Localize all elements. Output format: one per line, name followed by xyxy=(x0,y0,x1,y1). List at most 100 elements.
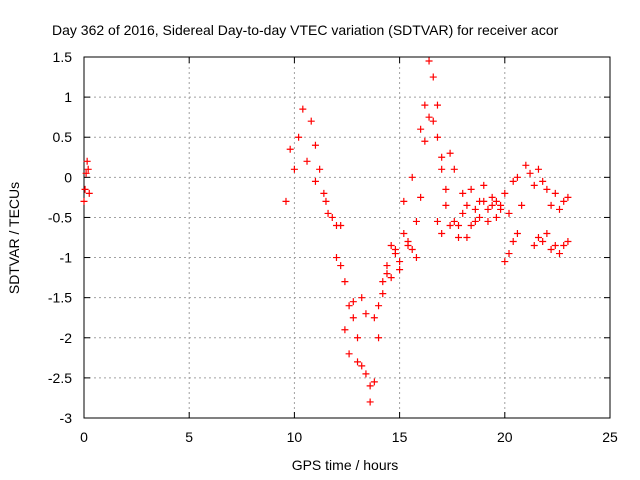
series-group xyxy=(282,57,572,390)
data-point xyxy=(522,161,530,169)
data-point xyxy=(383,262,391,270)
data-point xyxy=(400,197,408,205)
data-point xyxy=(408,173,416,181)
chart-title: Day 362 of 2016, Sidereal Day-to-day VTE… xyxy=(52,22,559,38)
data-point xyxy=(463,201,471,209)
data-point xyxy=(80,197,88,205)
data-point xyxy=(560,242,568,250)
data-point xyxy=(442,185,450,193)
data-point xyxy=(556,250,564,258)
data-point xyxy=(463,234,471,241)
data-point xyxy=(425,57,433,65)
y-tick-label: -2.5 xyxy=(48,370,72,386)
data-point xyxy=(362,370,370,378)
data-point xyxy=(551,189,559,197)
data-point xyxy=(438,165,446,173)
data-point xyxy=(85,189,93,197)
x-tick-label: 15 xyxy=(392,429,408,445)
data-point xyxy=(505,209,513,217)
data-point xyxy=(564,193,572,201)
data-point xyxy=(442,201,450,209)
data-point xyxy=(534,234,542,241)
x-tick-label: 10 xyxy=(287,429,303,445)
data-point xyxy=(421,137,429,145)
data-point xyxy=(316,165,324,173)
data-point xyxy=(450,165,458,173)
y-tick-label: 1 xyxy=(64,89,72,105)
data-point xyxy=(497,205,505,213)
data-point xyxy=(311,177,319,185)
data-point xyxy=(556,205,564,213)
data-point xyxy=(501,258,509,266)
data-point xyxy=(396,266,404,274)
data-point xyxy=(370,314,378,322)
data-point xyxy=(345,350,353,358)
data-point xyxy=(362,310,370,318)
data-point xyxy=(295,133,303,141)
axis-ticks xyxy=(83,56,611,419)
data-point xyxy=(84,165,92,173)
data-point xyxy=(484,217,492,225)
data-point xyxy=(509,238,517,246)
data-point xyxy=(391,250,399,258)
data-point xyxy=(354,334,362,342)
y-axis-tick-labels: -3 -2.5 -2 -1.5 -1 -0.5 0 0.5 1 1.5 xyxy=(48,49,72,426)
x-axis-tick-labels: 0 5 10 15 20 25 xyxy=(80,429,618,445)
data-point xyxy=(375,334,383,342)
data-point xyxy=(446,149,454,157)
data-point xyxy=(492,197,500,205)
y-tick-label: -1 xyxy=(60,250,73,266)
data-point xyxy=(387,274,395,282)
data-point xyxy=(492,213,500,221)
data-point xyxy=(383,270,391,278)
data-point xyxy=(501,189,509,197)
data-point xyxy=(438,229,446,237)
data-point xyxy=(467,221,475,229)
data-point xyxy=(328,213,336,221)
data-point xyxy=(322,197,330,205)
data-point xyxy=(400,229,408,237)
data-point xyxy=(282,197,290,205)
data-point xyxy=(311,141,319,149)
data-point xyxy=(446,221,454,229)
x-tick-label: 20 xyxy=(497,429,513,445)
y-tick-label: -2 xyxy=(60,330,73,346)
data-point xyxy=(513,173,521,181)
y-tick-label: 0 xyxy=(64,169,72,185)
data-point xyxy=(438,153,446,161)
data-point xyxy=(349,314,357,322)
x-tick-label: 25 xyxy=(602,429,618,445)
x-tick-label: 0 xyxy=(80,429,88,445)
y-tick-label: 1.5 xyxy=(53,49,73,65)
data-point xyxy=(290,165,298,173)
data-point xyxy=(332,221,340,229)
data-point xyxy=(433,133,441,141)
data-point xyxy=(345,302,353,310)
data-point xyxy=(518,201,526,209)
data-point xyxy=(539,238,547,246)
data-point xyxy=(429,73,437,81)
data-point xyxy=(459,189,467,197)
data-point xyxy=(349,298,357,306)
data-point xyxy=(320,189,328,197)
data-point xyxy=(379,278,387,286)
data-point xyxy=(455,234,463,241)
data-point xyxy=(543,185,551,193)
data-point xyxy=(471,205,479,213)
y-tick-label: -0.5 xyxy=(48,209,72,225)
data-point xyxy=(366,398,374,406)
y-axis-label: SDTVAR / TECUs xyxy=(6,182,22,294)
data-point xyxy=(404,242,412,250)
data-point xyxy=(484,205,492,213)
data-point xyxy=(366,382,374,390)
data-point xyxy=(341,326,349,334)
data-point xyxy=(341,278,349,286)
data-point xyxy=(396,258,404,266)
data-point xyxy=(324,209,332,217)
data-points xyxy=(80,57,572,406)
data-point xyxy=(375,302,383,310)
data-point xyxy=(370,378,378,386)
data-point xyxy=(509,177,517,185)
